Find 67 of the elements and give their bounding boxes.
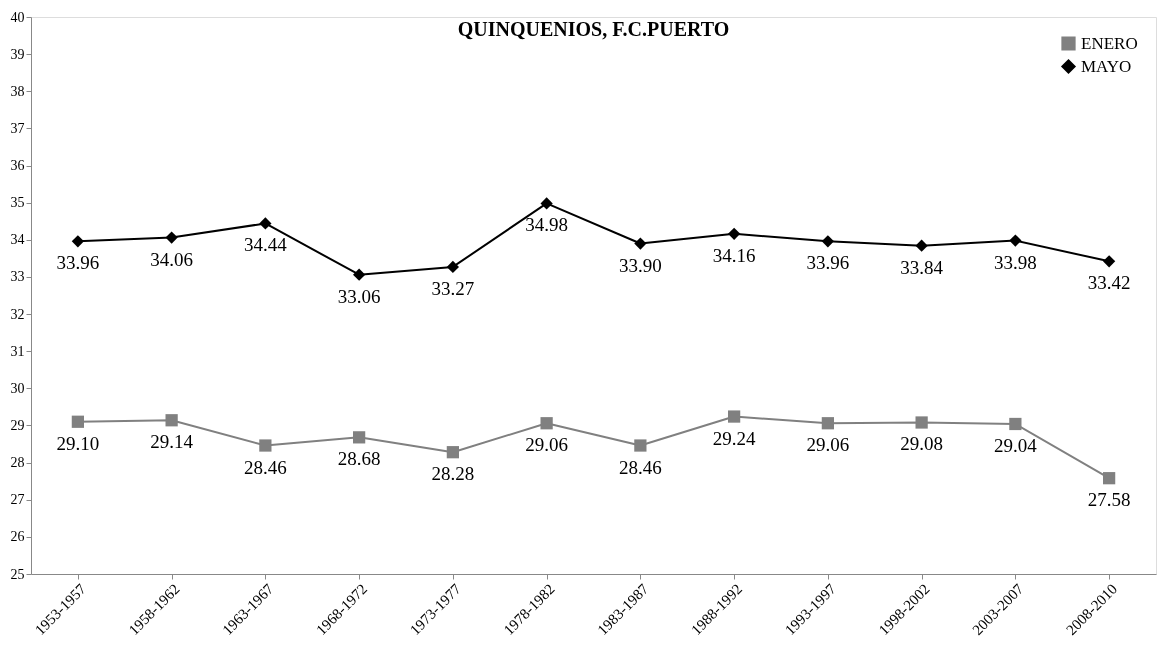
y-tick-label: 32 [10,306,25,322]
point [728,410,741,423]
data-label: 34.98 [525,214,568,236]
point [915,239,928,252]
y-tick-label: 30 [10,380,25,396]
y-tick-label: 25 [10,566,25,582]
point [165,231,178,244]
data-label: 28.46 [244,456,287,478]
point [1009,234,1022,247]
data-label: 29.14 [150,431,194,453]
point [259,439,272,452]
data-label: 33.98 [994,251,1037,273]
data-label: 34.06 [150,248,193,270]
y-tick-label: 28 [10,455,25,471]
point [446,446,459,459]
point [634,439,647,452]
data-label: 34.16 [712,244,756,266]
y-tick-label: 31 [10,343,25,359]
data-label: 28.68 [337,448,381,470]
y-tick-label: 40 [10,9,25,25]
data-label: 34.44 [244,234,288,256]
y-tick-label: 29 [10,417,25,433]
data-label: 33.90 [619,254,662,276]
point [540,417,553,430]
data-label: 29.24 [712,427,756,449]
y-tick-label: 27 [10,492,25,508]
data-label: 28.28 [431,463,475,485]
point [540,197,553,210]
chart-title: QUINQUENIOS, F.C.PUERTO [457,18,730,40]
data-label: 29.04 [994,434,1038,456]
point [821,235,834,248]
data-label: 33.06 [337,285,381,307]
legend-label: ENERO [1081,33,1138,53]
y-tick-label: 39 [10,46,25,62]
data-label: 29.06 [525,434,568,456]
y-tick-label: 26 [10,529,25,545]
point [353,431,366,444]
y-tick-label: 36 [10,158,25,174]
point [259,217,272,230]
point [915,416,928,429]
point [1103,472,1116,485]
point [728,227,741,240]
point [821,417,834,430]
data-label: 33.96 [806,252,850,274]
y-tick-label: 38 [10,83,25,99]
point [71,235,84,248]
y-tick-label: 33 [10,269,25,285]
point [165,414,178,427]
point [1103,255,1116,268]
y-tick-label: 35 [10,195,25,211]
point [1009,417,1022,431]
point [353,268,366,281]
point [634,237,647,250]
data-label: 33.42 [1087,272,1131,294]
data-label: 33.96 [56,252,100,274]
y-tick-label: 34 [10,232,25,248]
y-tick-label: 37 [10,120,25,136]
data-label: 28.46 [619,456,662,478]
data-label: 29.06 [806,434,850,456]
data-label: 33.84 [900,256,944,278]
legend-label: MAYO [1081,56,1132,76]
data-label: 29.08 [900,433,943,455]
data-label: 33.27 [431,277,475,299]
data-label: 29.10 [56,432,100,454]
point [71,415,84,428]
data-label: 27.58 [1087,489,1131,511]
point [446,260,459,274]
